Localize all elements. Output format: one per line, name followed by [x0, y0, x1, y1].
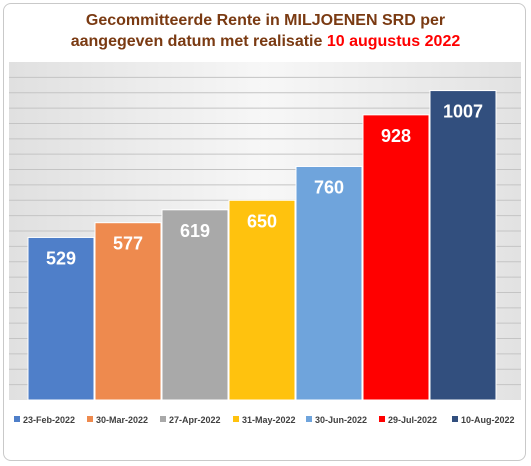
bar-31-May-2022 — [228, 199, 296, 401]
data-label-31-May-2022: 650 — [247, 211, 277, 231]
bar-10-Aug-2022 — [429, 90, 497, 401]
legend-label-23-Feb-2022: 23-Feb-2022 — [23, 415, 75, 425]
legend-swatch-31-May-2022 — [233, 416, 239, 422]
legend-label-30-Jun-2022: 30-Jun-2022 — [315, 415, 367, 425]
data-label-30-Jun-2022: 760 — [314, 177, 344, 197]
bar-27-Apr-2022 — [161, 209, 229, 401]
data-label-30-Mar-2022: 577 — [113, 234, 143, 254]
chart-title: Gecommitteerde Rente in MILJOENEN SRD pe… — [0, 10, 531, 52]
legend-label-27-Apr-2022: 27-Apr-2022 — [169, 415, 221, 425]
legend-label-29-Jul-2022: 29-Jul-2022 — [388, 415, 437, 425]
legend-label-10-Aug-2022: 10-Aug-2022 — [461, 415, 515, 425]
data-label-23-Feb-2022: 529 — [46, 248, 76, 268]
legend: 23-Feb-2022 30-Mar-2022 27-Apr-2022 31-May-… — [14, 415, 515, 425]
legend-label-30-Mar-2022: 30-Mar-2022 — [96, 415, 148, 425]
legend-swatch-27-Apr-2022 — [160, 416, 166, 422]
chart-title-line2: aangegeven datum met realisatie 10 augus… — [0, 31, 531, 52]
legend-swatch-10-Aug-2022 — [452, 416, 458, 422]
chart-title-line1: Gecommitteerde Rente in MILJOENEN SRD pe… — [85, 12, 446, 29]
bar-30-Jun-2022 — [295, 165, 363, 401]
legend-swatch-23-Feb-2022 — [14, 416, 20, 422]
chart-title-line2-text: aangegeven datum met realisatie — [70, 33, 323, 50]
legend-label-31-May-2022: 31-May-2022 — [242, 415, 296, 425]
bar-30-Mar-2022 — [94, 222, 162, 401]
legend-swatch-30-Mar-2022 — [87, 416, 93, 422]
chart-title-highlight: 10 augustus 2022 — [326, 33, 461, 50]
data-labels: 529 577 619 650 760 928 1007 — [46, 102, 483, 269]
data-label-10-Aug-2022: 1007 — [443, 102, 483, 122]
bar-29-Jul-2022 — [362, 114, 430, 401]
bar-23-Feb-2022 — [27, 236, 95, 401]
legend-swatch-29-Jul-2022 — [379, 416, 385, 422]
bars — [27, 90, 497, 401]
data-label-29-Jul-2022: 928 — [381, 126, 411, 146]
legend-swatch-30-Jun-2022 — [306, 416, 312, 422]
data-label-27-Apr-2022: 619 — [180, 221, 210, 241]
